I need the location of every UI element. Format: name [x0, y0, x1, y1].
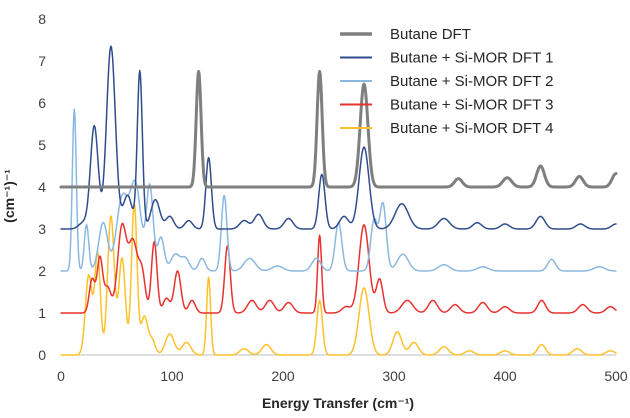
- y-tick-label: 2: [38, 263, 46, 279]
- legend-entry: Butane + Si-MOR DFT 4: [390, 120, 554, 137]
- x-tick-label: 0: [57, 368, 65, 384]
- y-tick-label: 1: [38, 305, 46, 321]
- legend-entry: Butane DFT: [390, 26, 471, 43]
- x-tick-label: 100: [160, 368, 184, 384]
- series-line-5: [60, 202, 617, 356]
- legend-entry: Butane + Si-MOR DFT 2: [390, 73, 554, 90]
- series-line-1: [59, 70, 618, 189]
- x-tick-label: 500: [604, 368, 628, 384]
- legend-entry: Butane + Si-MOR DFT 3: [390, 97, 554, 114]
- legend: Butane DFT Butane + Si-MOR DFT 1 Butane + …: [340, 26, 554, 137]
- y-tick-label: 3: [38, 221, 46, 237]
- y-tick-label: 8: [38, 11, 46, 27]
- y-tick-label: 7: [38, 53, 46, 69]
- series-layer: [59, 45, 618, 356]
- y-tick-label: 0: [38, 347, 46, 363]
- x-tick-label: 300: [382, 368, 406, 384]
- x-tick-label: 400: [493, 368, 517, 384]
- y-tick-label: 4: [38, 179, 46, 195]
- series-line-2: [60, 45, 617, 230]
- x-axis-title: Energy Transfer (cm⁻¹): [262, 395, 414, 411]
- y-axis-title: (cm⁻¹)⁻¹: [1, 169, 17, 223]
- axes-layer: 0 1 2 3 4 5 6 7 8 0 100 200 300 400 500: [38, 11, 628, 384]
- y-tick-label: 6: [38, 95, 46, 111]
- x-tick-label: 200: [271, 368, 295, 384]
- series-line-4: [60, 222, 617, 314]
- y-tick-label: 5: [38, 137, 46, 153]
- legend-entry: Butane + Si-MOR DFT 1: [390, 50, 554, 67]
